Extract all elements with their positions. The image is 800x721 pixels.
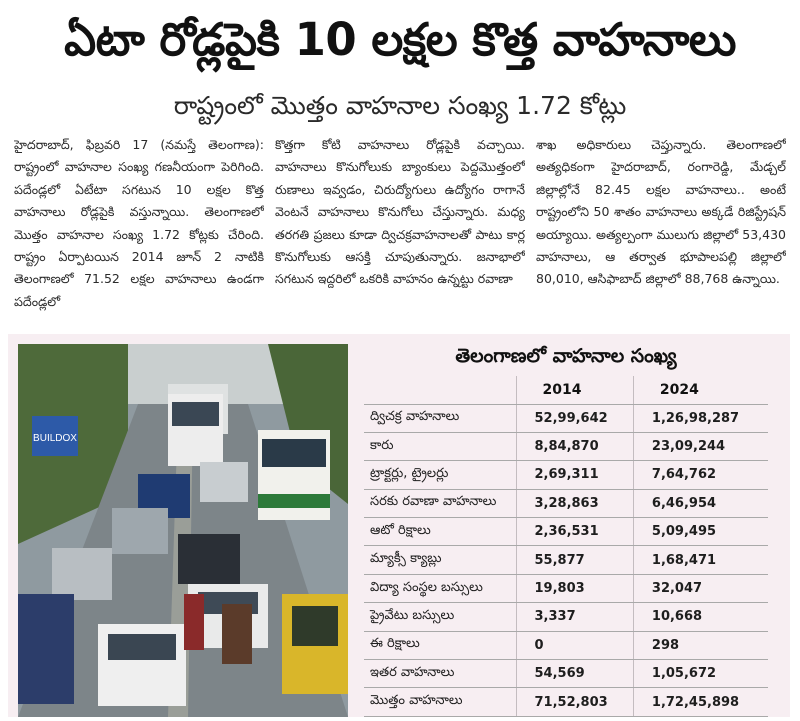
value-2014: 71,52,803 <box>515 687 634 717</box>
article-column-2: కొత్తగా కోటి వాహనాలు రోడ్లపైకి వచ్చాయి. … <box>275 137 525 287</box>
table-row: ఇతర వాహనాలు 54,569 1,05,672 <box>364 659 768 689</box>
value-2014: 2,36,531 <box>515 517 634 547</box>
table-row: ద్విచక్ర వాహనాలు 52,99,642 1,26,98,287 <box>364 404 768 433</box>
row-label: ప్రైవేటు బస్సులు <box>364 602 516 632</box>
header-label-cell <box>364 376 516 405</box>
headline: ఏటా రోడ్లపైకి 10 లక్షల కొత్త వాహనాలు <box>64 13 736 66</box>
value-2024: 23,09,244 <box>632 432 768 462</box>
value-2014: 8,84,870 <box>515 432 634 462</box>
table-title: తెలంగాణలో వాహనాల సంఖ్య <box>455 345 677 367</box>
subheadline: రాష్ట్రంలో మొత్తం వాహనాల సంఖ్య 1.72 కోట్… <box>173 91 627 120</box>
photo-sign-text: BUILDOX <box>33 433 77 444</box>
row-label: ఆటో రిక్షాలు <box>364 517 516 547</box>
value-2024: 7,64,762 <box>632 460 768 490</box>
traffic-photo: BUILDOX <box>18 344 348 717</box>
traffic-photo-illustration: BUILDOX <box>18 344 348 717</box>
row-label: ట్రాక్టర్లు, ట్రైలర్లు <box>364 460 516 490</box>
value-2024: 10,668 <box>632 602 768 632</box>
row-label: కారు <box>364 432 516 462</box>
row-label: విద్యా సంస్థల బస్సులు <box>364 574 516 604</box>
value-2024: 1,72,45,898 <box>632 687 768 717</box>
table-row: ఈ రిక్షాలు 0 298 <box>364 631 768 661</box>
table-row: ట్రాక్టర్లు, ట్రైలర్లు 2,69,311 7,64,762 <box>364 460 768 490</box>
value-2014: 3,337 <box>515 602 634 632</box>
row-label: మొత్తం వాహనాలు <box>364 687 516 717</box>
value-2024: 1,26,98,287 <box>632 404 768 433</box>
table-row: మ్యాక్సీ క్యాబ్లు 55,877 1,68,471 <box>364 545 768 575</box>
table-total-row: మొత్తం వాహనాలు 71,52,803 1,72,45,898 <box>364 687 768 717</box>
table-row: ప్రైవేటు బస్సులు 3,337 10,668 <box>364 602 768 632</box>
table-row: విద్యా సంస్థల బస్సులు 19,803 32,047 <box>364 574 768 604</box>
row-label: ఇతర వాహనాలు <box>364 659 516 689</box>
value-2024: 6,46,954 <box>632 489 768 519</box>
vehicle-count-table: 2014 2024 ద్విచక్ర వాహనాలు 52,99,642 1,2… <box>364 376 768 717</box>
value-2024: 32,047 <box>632 574 768 604</box>
table-row: కారు 8,84,870 23,09,244 <box>364 432 768 462</box>
article-body: హైదరాబాద్, ఫిబ్రవరి 17 (నమస్తే తెలంగాణ):… <box>14 134 786 320</box>
header-2014: 2014 <box>515 376 634 405</box>
value-2024: 1,68,471 <box>632 545 768 575</box>
row-label: మ్యాక్సీ క్యాబ్లు <box>364 545 516 575</box>
table-row: సరకు రవాణా వాహనాలు 3,28,863 6,46,954 <box>364 489 768 519</box>
value-2024: 298 <box>632 631 768 661</box>
value-2014: 3,28,863 <box>515 489 634 519</box>
value-2024: 1,05,672 <box>632 659 768 689</box>
value-2014: 0 <box>515 631 634 661</box>
row-label: ద్విచక్ర వాహనాలు <box>364 404 516 433</box>
article-column-1: హైదరాబాద్, ఫిబ్రవరి 17 (నమస్తే తెలంగాణ):… <box>14 137 264 309</box>
value-2014: 54,569 <box>515 659 634 689</box>
table-row: ఆటో రిక్షాలు 2,36,531 5,09,495 <box>364 517 768 547</box>
value-2014: 52,99,642 <box>515 404 634 433</box>
article-column-3: శాఖ అధికారులు చెప్తున్నారు. తెలంగాణలో అత… <box>536 137 786 287</box>
value-2014: 2,69,311 <box>515 460 634 490</box>
value-2014: 55,877 <box>515 545 634 575</box>
row-label: సరకు రవాణా వాహనాలు <box>364 489 516 519</box>
row-label: ఈ రిక్షాలు <box>364 631 516 661</box>
header-2024: 2024 <box>632 376 768 405</box>
value-2024: 5,09,495 <box>632 517 768 547</box>
table-header-row: 2014 2024 <box>364 376 768 405</box>
value-2014: 19,803 <box>515 574 634 604</box>
